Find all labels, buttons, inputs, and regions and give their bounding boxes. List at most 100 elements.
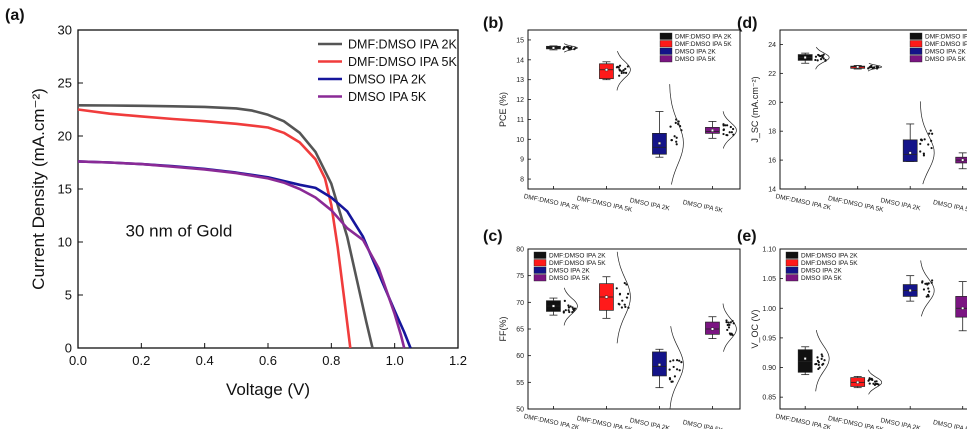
category-label: DMSO IPA 5K xyxy=(682,419,724,429)
y-tick-label: 15 xyxy=(516,37,524,44)
distribution-curve xyxy=(669,84,684,185)
data-point xyxy=(726,328,729,332)
mini-legend-label: DMSO IPA 2K xyxy=(925,49,966,56)
data-point xyxy=(821,355,824,358)
y-tick-label: 9 xyxy=(520,157,524,164)
data-point xyxy=(817,367,820,371)
data-point xyxy=(669,360,672,363)
data-point xyxy=(867,67,870,70)
data-point xyxy=(873,66,876,69)
mini-legend-swatch xyxy=(909,47,923,55)
panel-letter-a: (a) xyxy=(5,7,25,24)
panel-letter: (c) xyxy=(483,228,503,245)
y-tick-label: 65 xyxy=(516,327,524,334)
mini-legend-swatch xyxy=(659,55,673,63)
data-point xyxy=(569,305,572,308)
data-point xyxy=(562,311,565,314)
mini-legend-swatch xyxy=(785,274,799,282)
data-point xyxy=(624,71,628,75)
category-label: DMF:DMSO IPA 5K xyxy=(827,415,884,429)
panel-letter: (e) xyxy=(737,228,757,245)
y-tick-label: 1.05 xyxy=(762,276,776,283)
y-tick-label: 20 xyxy=(768,100,776,107)
y-tick-label: 10 xyxy=(58,235,72,250)
data-point xyxy=(925,295,928,298)
box-mean-marker xyxy=(908,289,912,292)
data-point xyxy=(675,140,678,143)
y-tick-label: 70 xyxy=(516,300,524,307)
data-point xyxy=(725,321,728,324)
data-point xyxy=(817,363,820,367)
mini-legend-swatch xyxy=(659,40,673,48)
distribution-curve xyxy=(563,43,578,53)
mini-legend-swatch xyxy=(533,251,547,259)
y-tick-label: 0.95 xyxy=(762,335,776,342)
y-tick-label: 25 xyxy=(58,76,72,91)
data-point xyxy=(927,143,930,146)
box-mean-marker xyxy=(605,68,608,72)
y-tick-label: 14 xyxy=(768,187,776,194)
mini-legend-swatch xyxy=(785,266,799,274)
data-point xyxy=(618,68,621,71)
data-point xyxy=(927,287,930,290)
mini-legend-label: DMF:DMSO IPA 5K xyxy=(549,260,606,267)
data-point xyxy=(819,58,823,61)
data-point xyxy=(728,131,731,134)
x-tick-label: 0.8 xyxy=(322,353,340,368)
data-point xyxy=(618,64,622,67)
box-body xyxy=(599,63,614,80)
panel-letter: (b) xyxy=(483,15,503,32)
data-point xyxy=(620,70,623,73)
category-label: DMF:DMSO IPA 5K xyxy=(576,195,633,214)
y-tick-label: 24 xyxy=(768,42,776,49)
mini-legend-label: DMSO IPA 2K xyxy=(549,268,590,275)
x-tick-label: 0.6 xyxy=(259,353,277,368)
category-label: DMF:DMSO IPA 5K xyxy=(827,195,884,214)
y-axis-label: J_SC (mA.cm⁻²) xyxy=(750,76,760,142)
mini-legend-swatch xyxy=(909,55,923,63)
data-point xyxy=(730,131,733,134)
plot-frame xyxy=(527,29,741,190)
data-point xyxy=(668,377,672,380)
category-label: DMSO IPA 5K xyxy=(932,419,967,429)
distribution-curve xyxy=(722,111,737,149)
data-point xyxy=(626,65,629,68)
y-axis-label: PCE (%) xyxy=(498,92,508,127)
mini-legend-swatch xyxy=(533,259,547,267)
category-label: DMSO IPA 2K xyxy=(880,197,922,212)
box-mean-marker xyxy=(552,304,555,308)
mini-legend-label: DMSO IPA 5K xyxy=(549,275,590,282)
distribution-curve xyxy=(722,303,737,352)
data-point xyxy=(875,380,878,383)
data-point xyxy=(670,138,673,142)
data-point xyxy=(722,123,725,126)
box-mean-marker xyxy=(961,306,965,310)
mini-legend-label: DMSO IPA 5K xyxy=(801,275,842,282)
y-axis-label: Current Density (mA.cm⁻²) xyxy=(29,88,48,290)
data-point xyxy=(922,152,925,155)
data-point xyxy=(680,361,683,364)
mini-legend-label: DMSO IPA 2K xyxy=(801,268,842,275)
y-tick-label: 22 xyxy=(768,71,776,78)
mini-legend-label: DMF:DMSO IPA 2K xyxy=(801,253,858,260)
category-label: DMSO IPA 5K xyxy=(682,199,724,214)
data-point xyxy=(820,353,823,356)
data-point xyxy=(922,154,926,157)
data-point xyxy=(567,309,570,312)
plot-frame xyxy=(779,29,967,190)
data-point xyxy=(677,120,680,123)
category-label: DMF:DMSO IPA 2K xyxy=(523,413,580,429)
data-point xyxy=(625,296,629,299)
mini-legend-label: DMF:DMSO IPA 5K xyxy=(925,41,967,48)
data-point xyxy=(564,309,567,312)
distribution-curve xyxy=(669,326,684,410)
data-point xyxy=(726,124,729,127)
mini-legend-swatch xyxy=(533,274,547,282)
data-point xyxy=(615,287,618,290)
y-tick-label: 16 xyxy=(768,158,776,165)
data-point xyxy=(672,365,675,369)
x-tick-label: 0.4 xyxy=(196,353,214,368)
data-point xyxy=(675,136,678,139)
box-mean-marker xyxy=(908,151,912,155)
data-point xyxy=(722,128,725,132)
